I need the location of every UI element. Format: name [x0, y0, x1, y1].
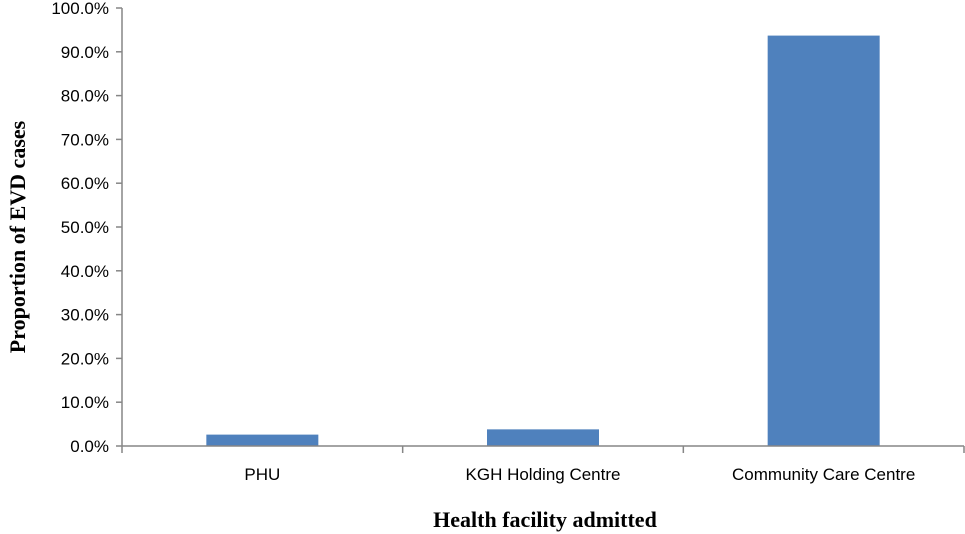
y-tick-label: 40.0%: [61, 262, 109, 281]
x-category-label: KGH Holding Centre: [466, 465, 621, 484]
y-axis-ticks: 0.0% 10.0% 20.0% 30.0% 40.0% 50.0% 60.0% 70.0% 8…: [51, 0, 122, 456]
y-tick-label: 80.0%: [61, 87, 109, 106]
y-tick-label: 20.0%: [61, 349, 109, 368]
y-tick-label: 100.0%: [51, 0, 109, 18]
x-category-label: Community Care Centre: [732, 465, 915, 484]
x-axis-title: Health facility admitted: [433, 507, 657, 532]
bars: [206, 35, 880, 447]
bar-community-care-centre: [767, 35, 880, 447]
y-tick-label: 90.0%: [61, 43, 109, 62]
y-tick-label: 60.0%: [61, 174, 109, 193]
bar-phu: [206, 434, 319, 446]
x-category-label: PHU: [244, 465, 280, 484]
y-axis-title: Proportion of EVD cases: [5, 120, 30, 353]
y-tick-label: 70.0%: [61, 130, 109, 149]
y-tick-label: 0.0%: [70, 437, 109, 456]
x-axis-ticks: PHU KGH Holding Centre Community Care Cent…: [121, 446, 965, 484]
y-tick-label: 10.0%: [61, 393, 109, 412]
y-tick-label: 50.0%: [61, 218, 109, 237]
y-tick-label: 30.0%: [61, 306, 109, 325]
bar-kgh-holding-centre: [487, 429, 599, 446]
